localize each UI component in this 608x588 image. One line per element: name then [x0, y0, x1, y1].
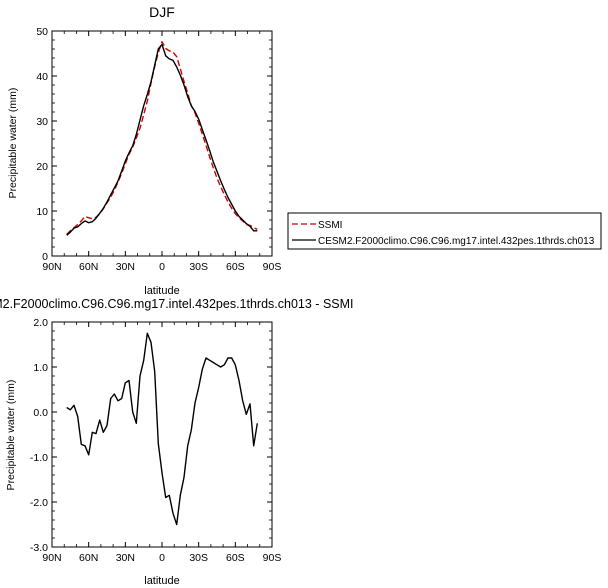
bottom-y-tick-label: -3.0	[30, 542, 48, 554]
top-x-tick-label: 30N	[116, 261, 135, 273]
bottom-y-tick-label: 2.0	[33, 317, 48, 329]
top-chart-xlabel: latitude	[144, 285, 179, 297]
bottom-plot-frame	[51, 321, 273, 548]
bottom-y-tick-label: -1.0	[30, 452, 48, 464]
top-x-tick-label: 60N	[79, 261, 98, 273]
top-x-tick-label: 60S	[226, 261, 245, 273]
legend-ssmi-label: SSMI	[318, 220, 342, 231]
top-x-tick-label: 0	[159, 261, 165, 273]
legend-box	[287, 212, 602, 250]
top-x-tick-label: 90N	[42, 261, 61, 273]
bottom-x-tick-label: 0	[159, 552, 165, 564]
top-y-tick-label: 10	[36, 206, 48, 218]
top-y-tick-label: 30	[36, 116, 48, 128]
bottom-x-tick-label: 90N	[42, 552, 61, 564]
top-chart-title: DJF	[149, 4, 175, 20]
legend: SSMI CESM2.F2000climo.C96.C96.mg17.intel…	[287, 212, 602, 250]
bottom-y-tick-label: -2.0	[30, 497, 48, 509]
bottom-x-tick-label: 30S	[189, 552, 208, 564]
bottom-chart-ylabel: Precipitable water (mm)	[5, 380, 17, 491]
top-y-tick-label: 0	[42, 251, 48, 263]
top-chart-ylabel: Precipitable water (mm)	[7, 88, 19, 199]
top-y-tick-label: 40	[36, 71, 48, 83]
bottom-chart-title: CESM2.F2000climo.C96.C96.mg17.intel.432p…	[0, 297, 354, 311]
top-x-tick-label: 30S	[189, 261, 208, 273]
bottom-chart-xlabel: latitude	[144, 575, 179, 587]
top-series-model-line	[66, 43, 258, 236]
legend-model-label: CESM2.F2000climo.C96.C96.mg17.intel.432p…	[318, 236, 595, 247]
top-plot-frame	[51, 30, 273, 257]
bottom-x-tick-label: 60N	[79, 552, 98, 564]
bottom-x-tick-label: 90S	[263, 552, 282, 564]
top-y-tick-label: 20	[36, 161, 48, 173]
top-series-ssmi-line	[66, 41, 258, 235]
top-y-tick-label: 50	[36, 26, 48, 38]
top-x-tick-label: 90S	[263, 261, 282, 273]
bottom-y-tick-label: 1.0	[33, 362, 48, 374]
bottom-y-tick-label: 0.0	[33, 407, 48, 419]
bottom-x-tick-label: 30N	[116, 552, 135, 564]
bottom-x-tick-label: 60S	[226, 552, 245, 564]
bottom-series-difference-line	[66, 332, 258, 526]
